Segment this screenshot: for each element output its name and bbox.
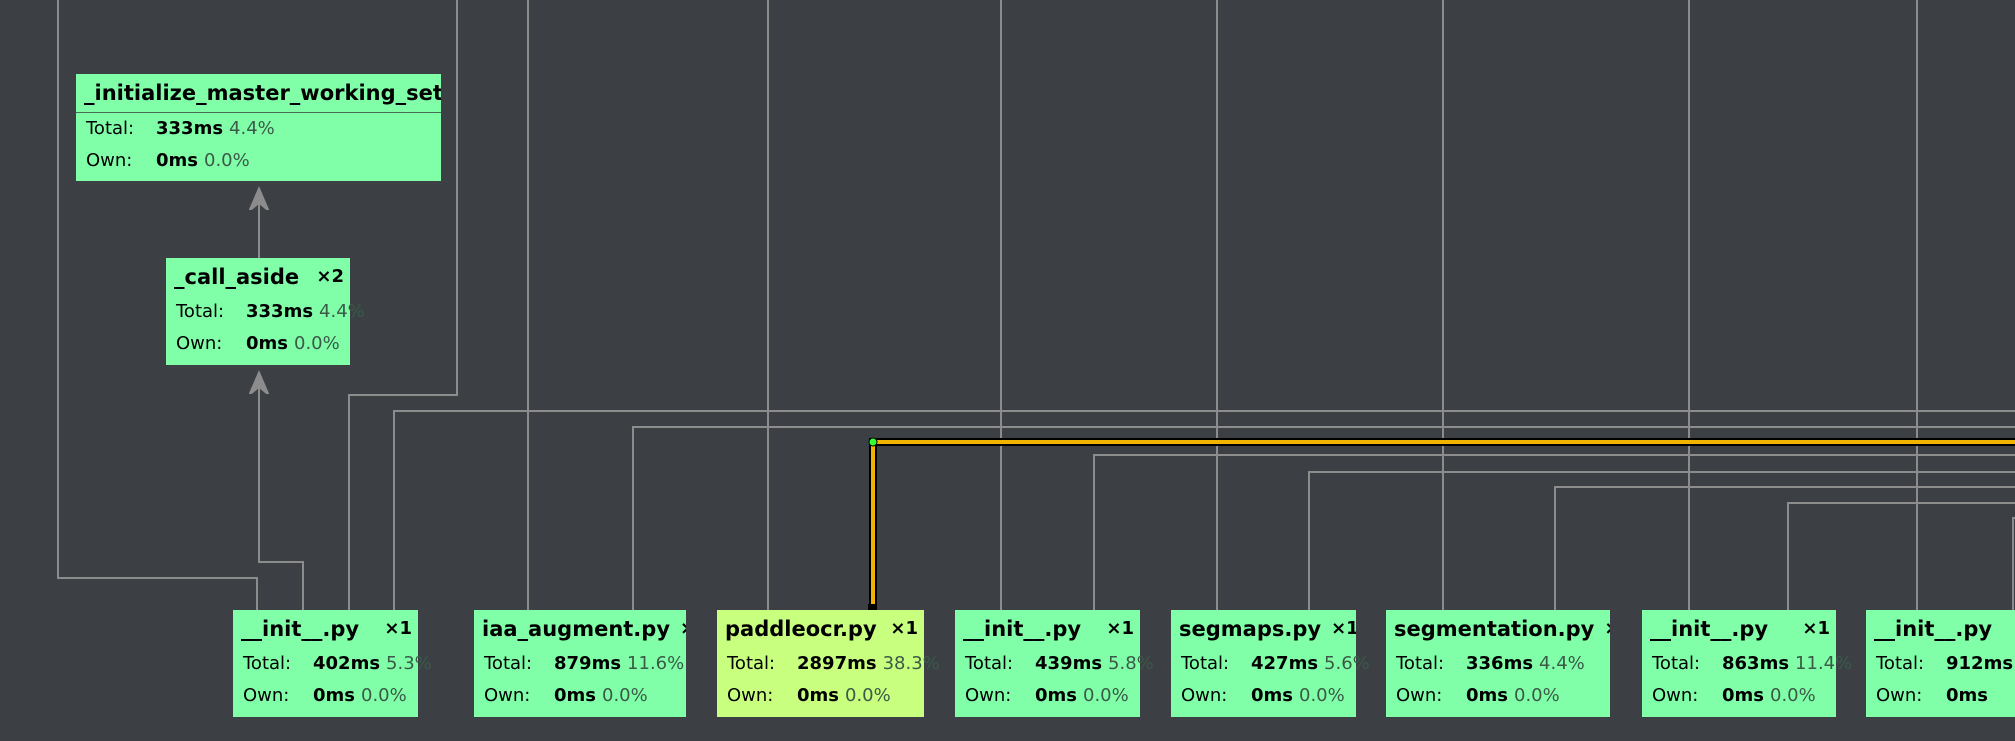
total-label: Total: bbox=[1396, 653, 1445, 674]
node-name: __init__.py bbox=[1874, 617, 1993, 641]
node-total-percent: 38.3% bbox=[882, 653, 940, 674]
node-total-time: 333ms bbox=[156, 118, 224, 139]
total-label: Total: bbox=[727, 653, 776, 674]
node-total-percent: 5.8% bbox=[1108, 653, 1154, 674]
node-own-percent: 0.0% bbox=[204, 150, 250, 171]
own-label: Own: bbox=[965, 685, 1012, 706]
edge bbox=[1308, 471, 2015, 610]
graph-node-segmaps[interactable]: segmaps.py ×1 Total: 427ms 5.6% Own: 0ms 0.0% bbox=[1171, 610, 1370, 717]
node-own-percent: 0.0% bbox=[294, 333, 340, 354]
node-call-count: ×1 bbox=[680, 610, 686, 648]
node-own-time: 0ms bbox=[1946, 685, 1988, 706]
own-label: Own: bbox=[86, 150, 133, 171]
edge bbox=[393, 410, 2015, 610]
graph-node-paddleocr[interactable]: paddleocr.py ×1 Total: 2897ms 38.3% Own: 0ms… bbox=[717, 610, 940, 717]
node-total-time: 402ms bbox=[313, 653, 381, 674]
node-own-time: 0ms bbox=[1251, 685, 1293, 706]
edge bbox=[57, 0, 258, 610]
node-total-percent: 5.3% bbox=[386, 653, 432, 674]
own-label: Own: bbox=[484, 685, 531, 706]
graph-node-call-aside[interactable]: _call_aside ×2 Total: 333ms 4.4% Own: 0ms 0.0… bbox=[166, 258, 365, 365]
node-total-time: 863ms bbox=[1722, 653, 1790, 674]
node-call-count: ×1 bbox=[890, 618, 918, 639]
node-call-count: ×1 bbox=[1604, 610, 1610, 648]
node-own-time: 0ms bbox=[156, 150, 198, 171]
node-own-time: 0ms bbox=[1466, 685, 1508, 706]
node-own-percent: 0.0% bbox=[1514, 685, 1560, 706]
node-total-time: 2897ms bbox=[797, 653, 877, 674]
node-name: segmaps.py bbox=[1179, 617, 1322, 641]
node-own-percent: 0.0% bbox=[1083, 685, 1129, 706]
total-label: Total: bbox=[484, 653, 533, 674]
node-total-percent: 4.4% bbox=[1539, 653, 1585, 674]
graph-node-init-3[interactable]: __init__.py ×1 Total: 863ms 11.4% Own: 0ms 0.… bbox=[1642, 610, 1852, 717]
node-own-percent: 0.0% bbox=[1299, 685, 1345, 706]
total-label: Total: bbox=[965, 653, 1014, 674]
node-total-percent: 4.4% bbox=[229, 118, 275, 139]
node-name: paddleocr.py bbox=[725, 617, 877, 641]
node-name: iaa_augment.py bbox=[482, 617, 671, 641]
node-own-percent: 0.0% bbox=[602, 685, 648, 706]
node-total-time: 439ms bbox=[1035, 653, 1103, 674]
edge bbox=[259, 374, 304, 610]
total-label: Total: bbox=[86, 118, 135, 139]
total-label: Total: bbox=[243, 653, 292, 674]
node-own-percent: 0.0% bbox=[361, 685, 407, 706]
node-call-count: ×1 bbox=[1106, 618, 1134, 639]
node-own-time: 0ms bbox=[797, 685, 839, 706]
node-total-time: 879ms bbox=[554, 653, 622, 674]
total-label: Total: bbox=[176, 301, 225, 322]
own-label: Own: bbox=[1652, 685, 1699, 706]
graph-node-init-4[interactable]: __init__.py Total:912ms12 Own:0ms bbox=[1866, 610, 2015, 717]
graph-node-init-2[interactable]: __init__.py ×1 Total: 439ms 5.8% Own: 0ms 0.0… bbox=[955, 610, 1154, 717]
edge bbox=[1554, 486, 2015, 610]
node-total-time: 912ms bbox=[1946, 653, 2014, 674]
own-label: Own: bbox=[1876, 685, 1923, 706]
node-total-percent: 5.6% bbox=[1324, 653, 1370, 674]
node-own-percent: 0.0% bbox=[845, 685, 891, 706]
own-label: Own: bbox=[1181, 685, 1228, 706]
node-call-count: ×1 bbox=[384, 618, 412, 639]
own-label: Own: bbox=[727, 685, 774, 706]
node-name: segmentation.py bbox=[1394, 617, 1595, 641]
node-call-count: ×2 bbox=[316, 266, 344, 287]
node-call-count: ×1 bbox=[1802, 618, 1830, 639]
node-total-time: 333ms bbox=[246, 301, 314, 322]
edge bbox=[348, 0, 458, 610]
highlighted-edge bbox=[868, 437, 2015, 612]
own-label: Own: bbox=[243, 685, 290, 706]
node-own-time: 0ms bbox=[1722, 685, 1764, 706]
graph-node-initialize-master-working-set[interactable]: _initialize_master_working_set×1 Total:3… bbox=[76, 74, 441, 181]
node-call-count: ×1 bbox=[1331, 618, 1356, 639]
node-total-time: 427ms bbox=[1251, 653, 1319, 674]
node-total-percent: 11.4% bbox=[1795, 653, 1853, 674]
own-label: Own: bbox=[176, 333, 223, 354]
node-name: __init__.py bbox=[963, 617, 1082, 641]
total-label: Total: bbox=[1876, 653, 1925, 674]
total-label: Total: bbox=[1652, 653, 1701, 674]
node-own-time: 0ms bbox=[313, 685, 355, 706]
node-name: __init__.py bbox=[1650, 617, 1769, 641]
node-name: __init__.py bbox=[241, 617, 360, 641]
total-label: Total: bbox=[1181, 653, 1230, 674]
node-total-percent: 4.4% bbox=[319, 301, 365, 322]
edge bbox=[1093, 454, 2015, 610]
node-name: _call_aside bbox=[174, 265, 300, 289]
edge bbox=[1787, 502, 2015, 610]
node-name: _initialize_master_working_set bbox=[84, 81, 441, 105]
node-total-time: 336ms bbox=[1466, 653, 1534, 674]
own-label: Own: bbox=[1396, 685, 1443, 706]
edge bbox=[2012, 517, 2015, 610]
graph-node-init-1[interactable]: __init__.py ×1 Total: 402ms 5.3% Own: 0ms 0.0… bbox=[233, 610, 432, 717]
node-total-percent: 11.6% bbox=[627, 653, 685, 674]
node-own-time: 0ms bbox=[554, 685, 596, 706]
node-own-percent: 0.0% bbox=[1770, 685, 1816, 706]
node-own-time: 0ms bbox=[246, 333, 288, 354]
node-own-time: 0ms bbox=[1035, 685, 1077, 706]
edge bbox=[632, 426, 2015, 610]
